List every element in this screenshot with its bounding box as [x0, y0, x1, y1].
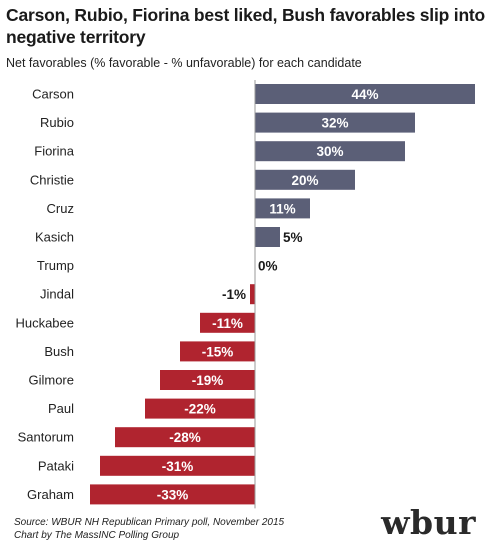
wbur-logo: wbur — [381, 503, 476, 542]
bar — [100, 455, 255, 476]
data-label: -11% — [212, 316, 243, 331]
bar — [200, 312, 255, 333]
bar — [145, 398, 255, 419]
data-label: 0% — [258, 259, 278, 274]
category-label: Trump — [37, 258, 74, 273]
data-label: -1% — [222, 287, 246, 302]
data-label: 5% — [283, 230, 303, 245]
data-label: -33% — [157, 487, 189, 502]
chart-title: Carson, Rubio, Fiorina best liked, Bush … — [6, 5, 486, 47]
credit-line: Chart by The MassINC Polling Group — [14, 530, 180, 541]
data-label: -31% — [162, 459, 194, 474]
bar — [160, 370, 255, 390]
source-line: Source: WBUR NH Republican Primary poll,… — [14, 517, 285, 528]
category-label: Rubio — [40, 115, 74, 130]
category-label: Cruz — [47, 201, 74, 216]
category-label: Kasich — [35, 230, 74, 245]
bar — [115, 427, 255, 448]
category-label: Graham — [27, 487, 74, 502]
source-note: Source: WBUR NH Republican Primary poll,… — [14, 516, 284, 542]
data-label: 30% — [316, 144, 343, 159]
bar — [255, 141, 405, 162]
bar — [255, 169, 355, 190]
category-label: Huckabee — [15, 315, 74, 330]
category-label: Pataki — [38, 458, 74, 473]
bar — [180, 341, 255, 362]
data-label: 11% — [269, 201, 295, 216]
category-label: Gilmore — [28, 373, 74, 388]
data-label: 44% — [351, 87, 378, 102]
bar — [255, 198, 310, 219]
category-label: Jindal — [40, 287, 74, 302]
category-label: Christie — [30, 172, 74, 187]
data-label: -15% — [202, 344, 234, 359]
category-label: Carson — [32, 87, 74, 102]
data-label: -22% — [184, 402, 216, 417]
data-label: 32% — [321, 116, 348, 131]
category-label: Paul — [48, 401, 74, 416]
data-label: -28% — [169, 430, 201, 445]
chart-subtitle: Net favorables (% favorable - % unfavora… — [6, 56, 362, 70]
bar — [90, 484, 255, 505]
bar — [255, 84, 475, 104]
category-label: Santorum — [18, 430, 74, 445]
data-label: -19% — [192, 373, 224, 388]
bar — [255, 112, 415, 133]
category-label: Bush — [44, 344, 74, 359]
data-label: 20% — [291, 173, 318, 188]
category-label: Fiorina — [34, 144, 75, 159]
bar — [255, 227, 280, 247]
bar — [250, 284, 255, 305]
